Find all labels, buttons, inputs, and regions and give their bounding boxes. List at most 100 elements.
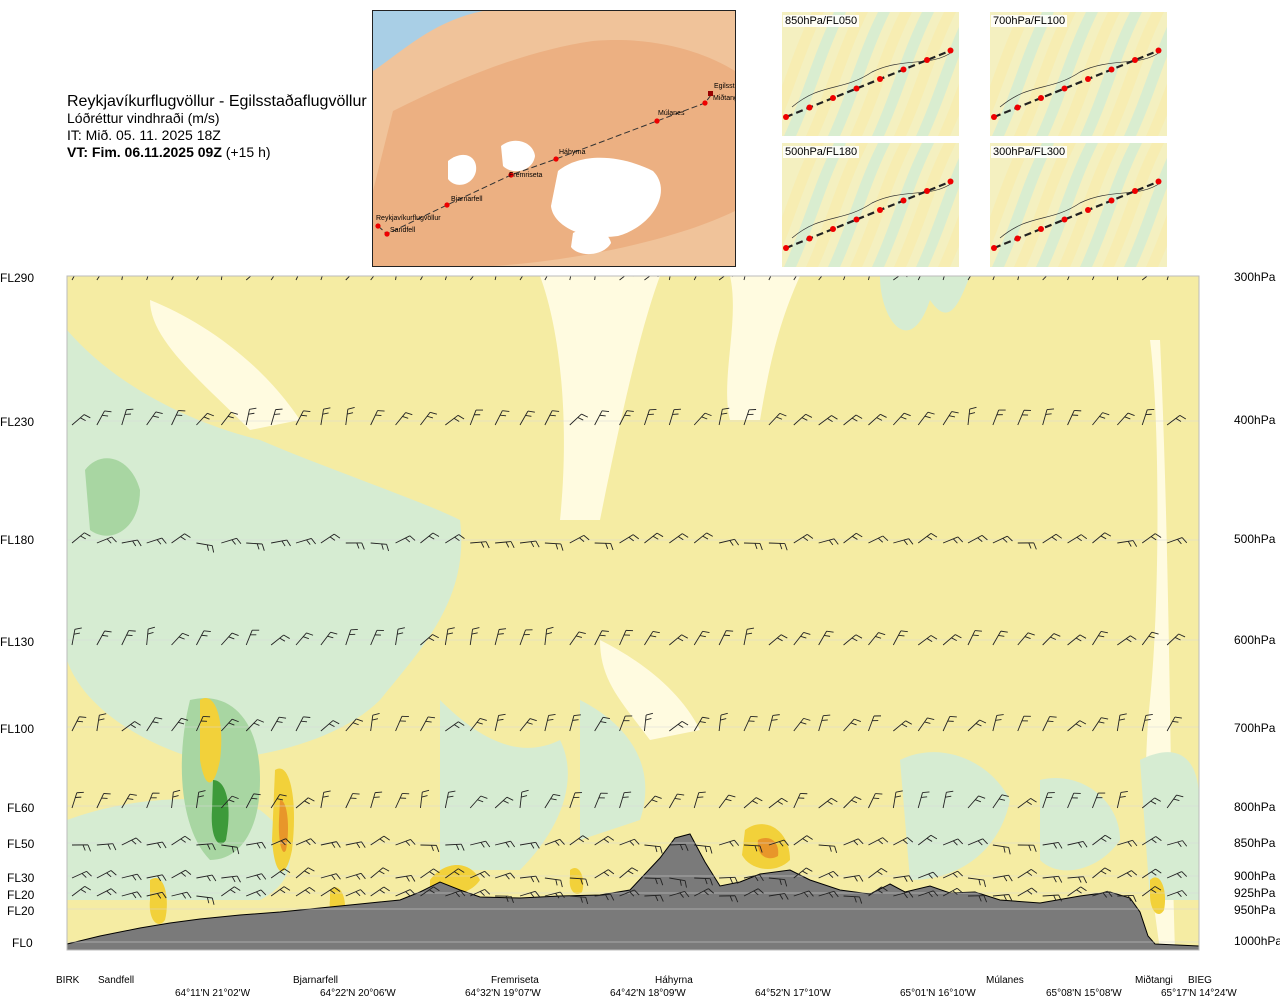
wind-barb xyxy=(96,843,117,851)
map-point-hahyrna xyxy=(553,156,559,162)
wind-barb xyxy=(196,630,211,646)
mini-map-field xyxy=(1102,12,1164,136)
map-label-sandfell: Sandfell xyxy=(390,227,416,234)
wind-barb xyxy=(270,408,283,426)
wind-barb xyxy=(271,539,291,547)
wind-barb xyxy=(942,870,963,879)
wind-barb xyxy=(569,631,586,646)
wind-barb xyxy=(1166,537,1188,545)
wind-barb xyxy=(619,889,640,897)
wind-barb xyxy=(420,886,440,897)
wind-barb xyxy=(320,407,331,426)
wind-barb xyxy=(1067,840,1088,848)
wind-barb xyxy=(917,834,938,846)
wind-barb xyxy=(1117,894,1137,903)
wind-barb xyxy=(121,721,141,732)
wind-barb xyxy=(1017,276,1020,281)
wind-barb xyxy=(121,837,142,846)
wind-barb xyxy=(942,536,964,544)
wind-barb xyxy=(71,627,82,646)
wind-barb xyxy=(718,630,734,646)
wind-barb xyxy=(519,875,540,883)
wind-barb xyxy=(121,408,134,426)
fl-label-20a: FL20 xyxy=(7,888,35,902)
wind-barb xyxy=(992,409,1006,426)
wind-barb xyxy=(445,868,465,879)
mini-map-point xyxy=(924,188,930,194)
mini-map-field xyxy=(894,143,956,267)
coord-label-8: 65°17'N 14°24'W xyxy=(1161,988,1237,999)
wind-barb xyxy=(818,870,839,879)
map-point-mulanes xyxy=(654,118,660,124)
wind-barb xyxy=(1092,867,1112,879)
wind-barb xyxy=(270,634,290,646)
wind-barb xyxy=(544,891,565,899)
wind-barb xyxy=(270,276,275,281)
mini-map-point xyxy=(1038,226,1044,232)
wind-barb xyxy=(644,408,657,426)
wind-barb xyxy=(644,877,664,886)
glacier-langjokull xyxy=(448,154,477,185)
wind-barb xyxy=(1042,792,1055,809)
wind-barb xyxy=(693,532,713,544)
mini-map-point xyxy=(1014,104,1021,111)
wind-barb xyxy=(196,412,215,426)
wind-barb xyxy=(569,895,589,905)
wind-barb xyxy=(718,276,734,281)
wind-barb xyxy=(71,716,87,732)
wind-barb xyxy=(270,716,287,732)
wind-barb xyxy=(918,871,939,879)
wind-barb xyxy=(1092,890,1113,898)
wind-barb xyxy=(594,716,610,732)
map-label-bjarnarfell: Bjarnarfell xyxy=(451,196,483,203)
mini-map-point xyxy=(1132,57,1138,63)
hpa-label-900: 900hPa xyxy=(1234,869,1276,883)
wind-barb xyxy=(967,877,986,887)
field-darkgreen-core-1 xyxy=(211,780,229,844)
wind-barb xyxy=(519,629,533,646)
mini-map-point xyxy=(783,114,789,120)
wind-barb xyxy=(395,627,405,646)
mini-map-500-svg xyxy=(782,143,959,267)
wind-barb xyxy=(644,630,660,646)
wind-barb xyxy=(644,532,664,544)
map-point-sandfell xyxy=(384,231,390,237)
wind-barb xyxy=(146,411,163,426)
valid-time-main: VT: Fim. 06.11.2025 09Z xyxy=(67,144,222,160)
mini-map-point xyxy=(924,57,930,63)
wind-barb xyxy=(992,276,995,281)
mini-map-300-label: 300hPa/FL300 xyxy=(991,146,1068,158)
mini-map-field xyxy=(784,143,846,267)
wind-barb xyxy=(221,844,240,855)
wind-barb xyxy=(146,874,167,882)
mini-map-field xyxy=(938,214,959,267)
wind-barb xyxy=(1067,410,1082,426)
wind-barb xyxy=(470,888,491,897)
wind-barb xyxy=(669,843,689,851)
wind-barb xyxy=(1092,834,1112,846)
wind-barb xyxy=(569,714,581,732)
wind-barb xyxy=(693,630,710,646)
wind-barb xyxy=(1141,409,1155,426)
wind-barb xyxy=(843,718,861,732)
wind-barb xyxy=(868,413,887,426)
mini-map-500: 500hPa/FL180 xyxy=(782,143,959,267)
wind-barb xyxy=(245,793,261,809)
wind-barb xyxy=(594,542,614,551)
wind-barb xyxy=(843,895,863,904)
mini-map-coastline xyxy=(999,51,1161,108)
wind-barb xyxy=(1117,540,1138,547)
field-green-right-lower xyxy=(1140,752,1199,900)
wind-barb xyxy=(569,534,590,544)
wind-barb xyxy=(669,634,688,646)
wind-barb xyxy=(967,534,988,544)
wind-barb xyxy=(1166,414,1187,426)
map-point-fremriseta xyxy=(508,172,514,178)
wind-barb xyxy=(1116,412,1135,426)
mini-map-point xyxy=(783,245,789,251)
wind-barb xyxy=(71,276,75,281)
chart-subtitle: Lóðréttur vindhraði (m/s) xyxy=(67,110,220,126)
wind-barb xyxy=(942,716,957,732)
mini-map-700-svg xyxy=(990,12,1167,136)
mini-map-point xyxy=(900,66,907,73)
